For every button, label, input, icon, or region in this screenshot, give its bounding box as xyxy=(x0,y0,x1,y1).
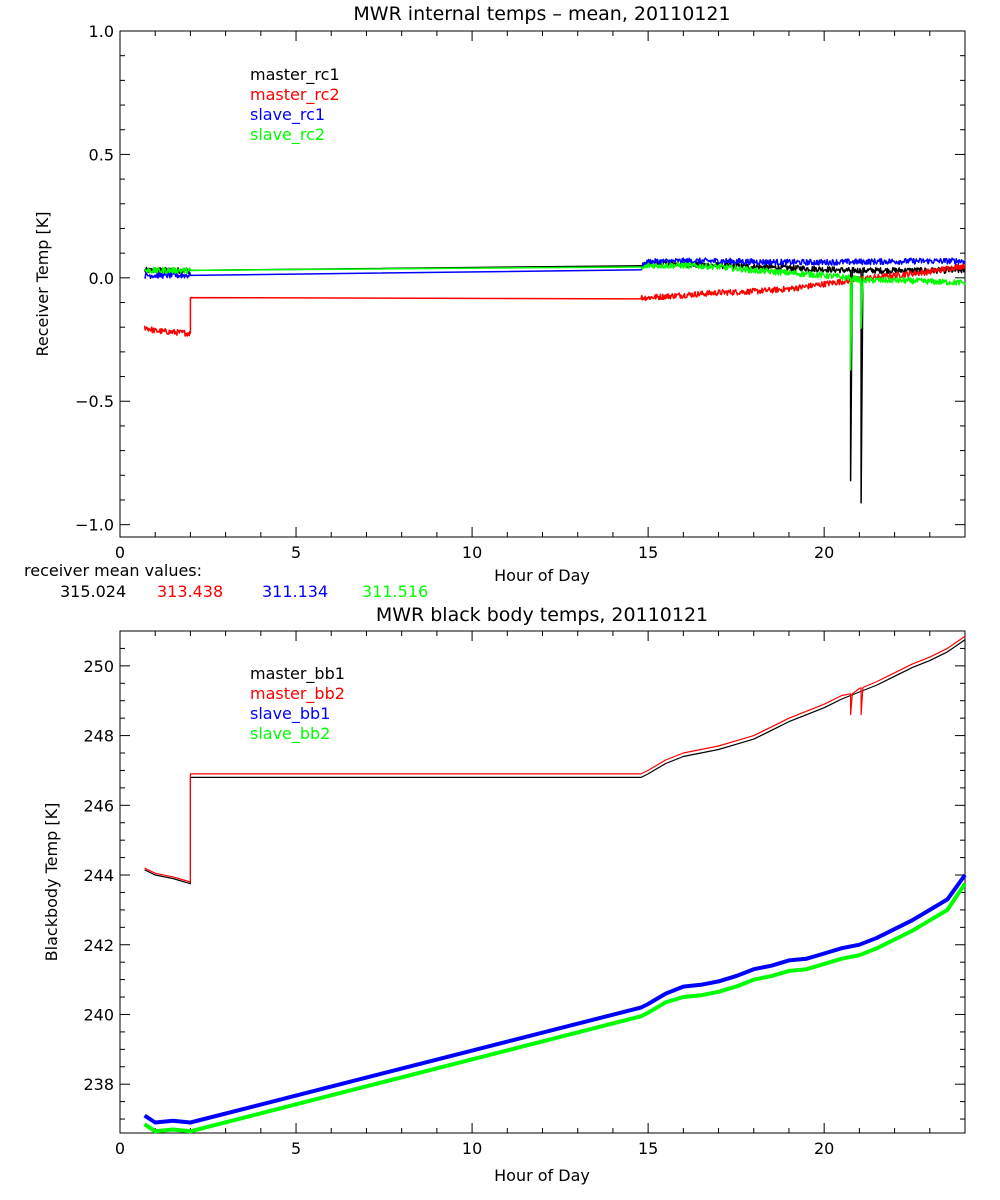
chart-title: MWR black body temps, 20110121 xyxy=(376,604,708,626)
x-tick-label: 5 xyxy=(291,1139,301,1158)
blackbody-temps-chart: MWR black body temps, 20110121 Hour of D… xyxy=(42,604,967,1185)
y-tick-label: 240 xyxy=(83,1005,114,1024)
axis-ticks: 0 5 10 15 20 238 240 242 244 246 248 250 xyxy=(83,630,966,1158)
receiver-mean-values: receiver mean values: 315.024 313.438 31… xyxy=(24,561,428,601)
y-axis-label: Receiver Temp [K] xyxy=(33,211,52,356)
receiver-mean-value: 311.134 xyxy=(262,582,328,601)
series-line-master-bb2 xyxy=(144,635,966,883)
y-tick-label: −1.0 xyxy=(75,516,114,535)
series-line-slave-bb1 xyxy=(143,873,967,1125)
plot-frame xyxy=(119,630,966,1134)
x-tick-label: 10 xyxy=(462,1139,482,1158)
x-tick-label: 15 xyxy=(638,543,658,562)
legend-entry-slave-rc1: slave_rc1 xyxy=(250,105,325,125)
legend-entry-slave-bb2: slave_bb2 xyxy=(250,724,330,744)
x-tick-label: 0 xyxy=(115,1139,125,1158)
internal-temps-chart: MWR internal temps – mean, 20110121 Hour… xyxy=(33,3,966,585)
y-tick-label: 244 xyxy=(83,866,114,885)
receiver-mean-value: 311.516 xyxy=(362,582,428,601)
chart-title: MWR internal temps – mean, 20110121 xyxy=(353,3,730,25)
series-lines xyxy=(143,257,966,504)
y-tick-label: 0.0 xyxy=(89,269,114,288)
receiver-mean-label: receiver mean values: xyxy=(24,561,202,580)
series-line-master-rc2 xyxy=(143,262,966,337)
plot-frame xyxy=(119,30,966,538)
y-tick-label: 1.0 xyxy=(89,22,114,41)
series-line-master-rc1 xyxy=(143,259,966,504)
x-tick-label: 10 xyxy=(462,543,482,562)
legend-entry-slave-bb1: slave_bb1 xyxy=(250,704,330,724)
y-tick-label: 0.5 xyxy=(89,145,114,164)
y-tick-label: 242 xyxy=(83,936,114,955)
y-axis-label: Blackbody Temp [K] xyxy=(42,803,61,962)
legend-entry-master-rc2: master_rc2 xyxy=(250,85,340,105)
x-tick-label: 20 xyxy=(814,1139,834,1158)
y-tick-label: −0.5 xyxy=(75,392,114,411)
legend-entry-master-bb1: master_bb1 xyxy=(250,664,345,684)
x-axis-label: Hour of Day xyxy=(494,1166,590,1185)
series-lines xyxy=(143,635,967,1134)
series-line-slave-rc2 xyxy=(143,261,966,371)
legend-entry-slave-rc2: slave_rc2 xyxy=(250,125,325,145)
x-tick-label: 5 xyxy=(291,543,301,562)
receiver-mean-value: 315.024 xyxy=(60,582,126,601)
x-tick-label: 20 xyxy=(814,543,834,562)
legend-entry-master-bb2: master_bb2 xyxy=(250,684,345,704)
x-axis-label: Hour of Day xyxy=(494,566,590,585)
y-tick-label: 238 xyxy=(83,1075,114,1094)
y-tick-label: 250 xyxy=(83,657,114,676)
legend-entry-master-rc1: master_rc1 xyxy=(250,65,340,85)
series-line-slave-bb2 xyxy=(143,882,967,1134)
x-tick-label: 0 xyxy=(115,543,125,562)
y-tick-label: 246 xyxy=(83,796,114,815)
receiver-mean-value: 313.438 xyxy=(157,582,223,601)
axis-ticks: 0 5 10 15 20 −1.0 −0.5 0.0 0.5 1.0 xyxy=(75,22,966,562)
y-tick-label: 248 xyxy=(83,727,114,746)
x-tick-label: 15 xyxy=(638,1139,658,1158)
series-line-slave-rc1 xyxy=(143,257,966,279)
